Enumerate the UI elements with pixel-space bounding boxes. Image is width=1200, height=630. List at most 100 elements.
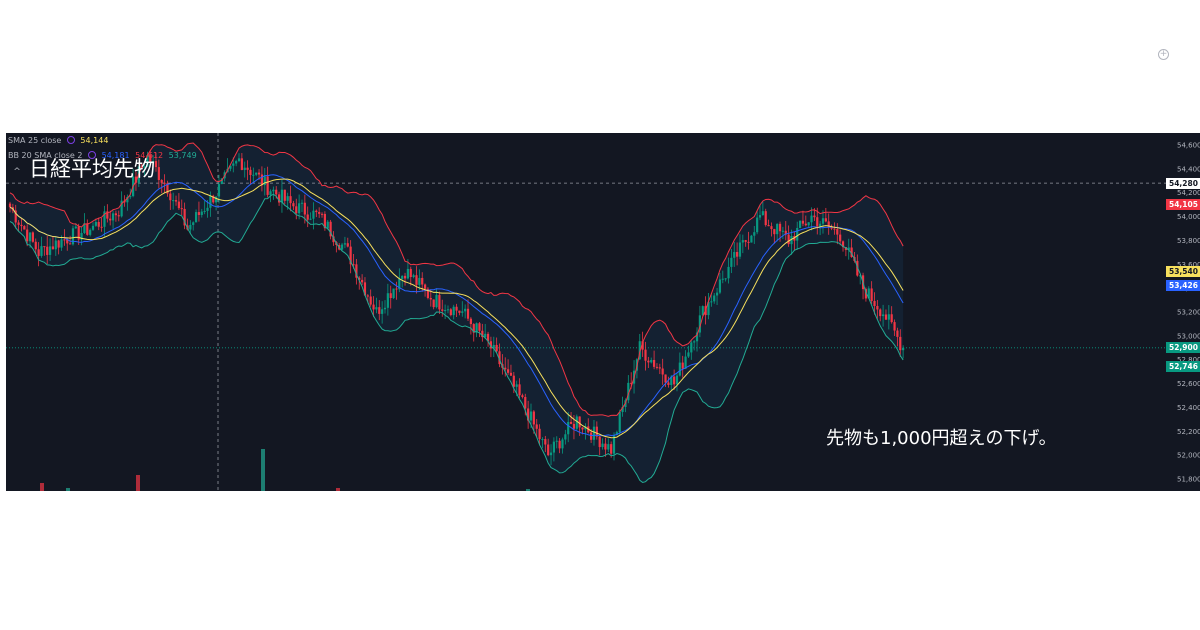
candle-body <box>401 275 404 279</box>
candle-body <box>54 240 57 250</box>
candle-body <box>486 333 490 342</box>
candle-body <box>896 330 899 337</box>
candle-body <box>810 215 813 223</box>
candle-body <box>881 314 885 317</box>
candle-body <box>77 226 80 240</box>
candle-body <box>572 423 576 429</box>
candle-body <box>727 266 730 279</box>
candle-body <box>300 202 304 204</box>
candle-body <box>458 310 461 313</box>
candle-body <box>212 195 215 203</box>
candle-body <box>730 257 733 267</box>
y-tick-label: 52,800 <box>1177 356 1200 364</box>
candle-body <box>638 341 641 360</box>
candle-body <box>106 211 109 219</box>
candle-body <box>249 169 252 175</box>
y-tick-label: 53,600 <box>1177 261 1200 269</box>
settings-icon[interactable] <box>88 151 97 159</box>
volume-bar <box>66 488 70 491</box>
candle-body <box>607 444 610 450</box>
volume-bar <box>40 483 44 491</box>
candle-body <box>26 229 29 242</box>
bb-upper-line <box>9 142 904 417</box>
candle-body <box>492 344 495 349</box>
candle-body <box>17 222 20 225</box>
price-tag: 52,900 <box>1166 342 1200 354</box>
candle-body <box>318 212 321 214</box>
candle-body <box>31 232 35 242</box>
chevron-up-icon[interactable]: ^ <box>13 167 21 177</box>
candle-body <box>449 309 452 316</box>
candle-body <box>206 207 209 211</box>
candle-body <box>441 309 444 311</box>
candle-body <box>884 314 888 320</box>
y-tick-label: 52,600 <box>1177 380 1200 388</box>
candle-body <box>283 189 286 201</box>
candle-body <box>790 235 793 245</box>
candle-body <box>532 411 535 425</box>
candle-body <box>612 435 616 454</box>
candle-body <box>375 307 378 310</box>
candle-body <box>395 288 398 290</box>
candle-body <box>266 176 269 195</box>
candle-body <box>289 196 292 204</box>
candle-body <box>761 211 764 216</box>
candle-body <box>604 443 607 450</box>
candle-body <box>160 179 163 183</box>
candle-body <box>372 304 375 310</box>
candle-body <box>461 311 464 313</box>
candle-body <box>263 176 266 186</box>
candle-body <box>28 232 32 242</box>
candle-body <box>452 306 455 316</box>
candle-body <box>435 294 438 308</box>
candle-body <box>839 234 842 242</box>
candle-body <box>770 226 773 230</box>
overlay-note: 先物も1,000円超えの下げ。 <box>826 428 1057 449</box>
candle-body <box>403 275 407 279</box>
candle-body <box>240 158 243 170</box>
candle-body <box>707 301 710 316</box>
candle-body <box>899 336 902 351</box>
candle-body <box>575 416 578 429</box>
chart-panel[interactable]: 54,600 54,400 54,200 54,000 53,800 53,600 53,4… <box>6 133 1200 491</box>
candle-body <box>873 300 876 306</box>
candle-body <box>389 293 392 299</box>
candle-body <box>100 226 103 228</box>
candle-body <box>850 247 853 258</box>
candle-body <box>466 308 470 319</box>
candle-body <box>807 222 810 226</box>
candle-body <box>272 189 275 192</box>
candle-body <box>678 362 681 376</box>
candle-body <box>57 240 60 248</box>
add-alert-button[interactable]: + <box>1158 49 1169 60</box>
sma25-line <box>9 178 904 439</box>
candle-body <box>215 196 218 203</box>
y-tick-label: 51,800 <box>1177 476 1200 484</box>
candle-body <box>630 382 633 384</box>
candle-body <box>569 421 573 424</box>
candle-body <box>521 395 524 397</box>
candle-body <box>306 214 309 220</box>
candle-body <box>229 165 232 169</box>
candle-body <box>541 439 544 441</box>
legend-sma[interactable]: SMA 25 close 54,144 <box>8 136 111 145</box>
candle-body <box>169 193 172 201</box>
settings-icon[interactable] <box>66 136 75 144</box>
candle-body <box>329 221 332 237</box>
candle-body <box>363 282 367 296</box>
candle-body <box>512 375 515 387</box>
candle-body <box>8 203 12 208</box>
candle-body <box>143 166 146 169</box>
candle-body <box>97 222 100 227</box>
candle-body <box>690 342 693 353</box>
candle-body <box>801 220 805 224</box>
legend-bb[interactable]: BB 20 SMA close 2 54,181 54,612 53,749 <box>8 151 200 160</box>
candle-body <box>529 411 533 421</box>
candle-body <box>323 213 326 229</box>
candle-body <box>163 182 166 184</box>
candle-body <box>209 195 212 208</box>
legend-bb-label: BB 20 SMA close 2 <box>8 151 83 160</box>
candle-body <box>836 229 839 235</box>
candle-body <box>174 200 178 202</box>
candle-body <box>670 376 673 385</box>
